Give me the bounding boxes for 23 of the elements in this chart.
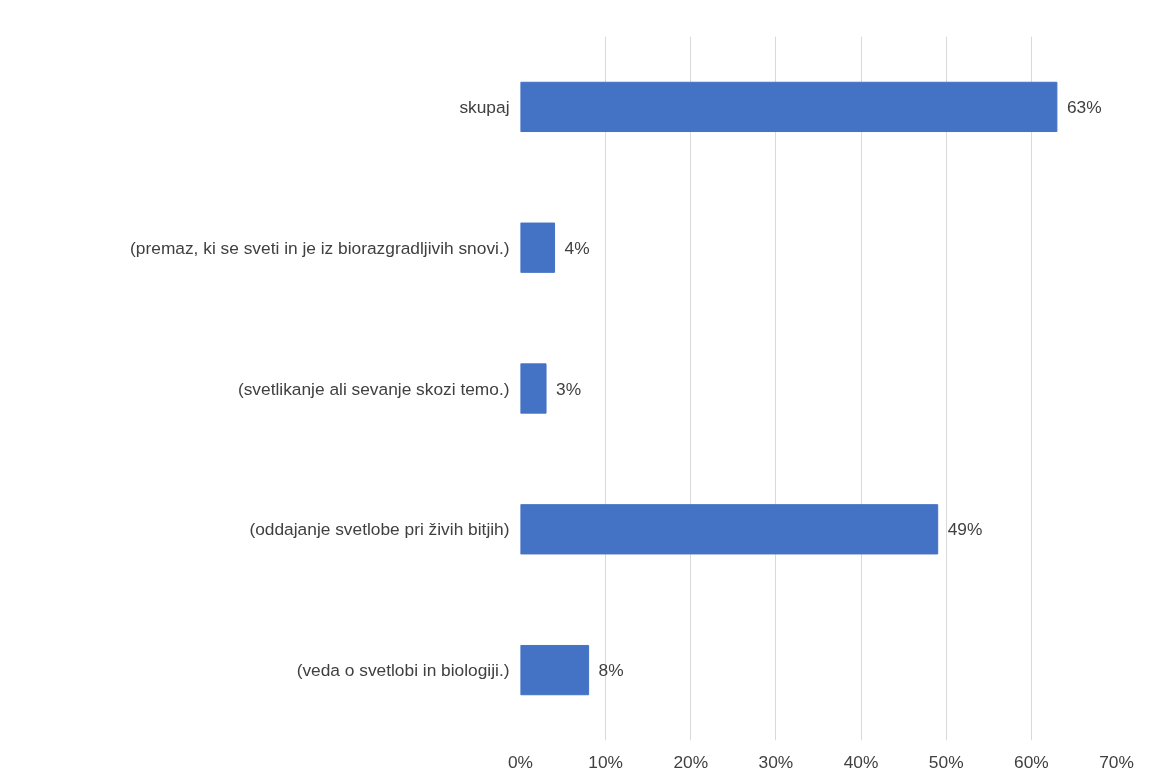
y-tick-label: (premaz, ki se sveti in je iz biorazgradljivih snovi.): [130, 237, 510, 258]
data-label: 63%: [1066, 96, 1102, 117]
data-label: 3%: [556, 378, 582, 399]
bar: [520, 222, 556, 273]
x-tick-label: 10%: [588, 751, 623, 772]
x-tick-label: 30%: [758, 751, 794, 772]
y-tick-label: skupaj: [459, 96, 510, 117]
bar: [520, 363, 547, 414]
y-tick-label: (oddajanje svetlobe pri živih bitjih): [249, 519, 510, 540]
x-tick-label: 40%: [843, 751, 879, 772]
data-label: 49%: [947, 519, 983, 540]
x-tick-label: 20%: [673, 751, 709, 772]
y-tick-label: (veda o svetlobi in biologiji.): [296, 660, 510, 681]
y-tick-label: (svetlikanje ali sevanje skozi temo.): [237, 378, 510, 399]
data-label: 4%: [564, 237, 590, 258]
x-tick-label: 60%: [1014, 751, 1049, 772]
x-tick-label: 50%: [928, 751, 964, 772]
x-tick-label: 70%: [1099, 751, 1134, 772]
data-label: 8%: [598, 660, 624, 681]
bar: [520, 644, 590, 696]
bar: [520, 504, 939, 555]
x-tick-label: 0%: [507, 751, 534, 772]
bar: [520, 81, 1058, 133]
